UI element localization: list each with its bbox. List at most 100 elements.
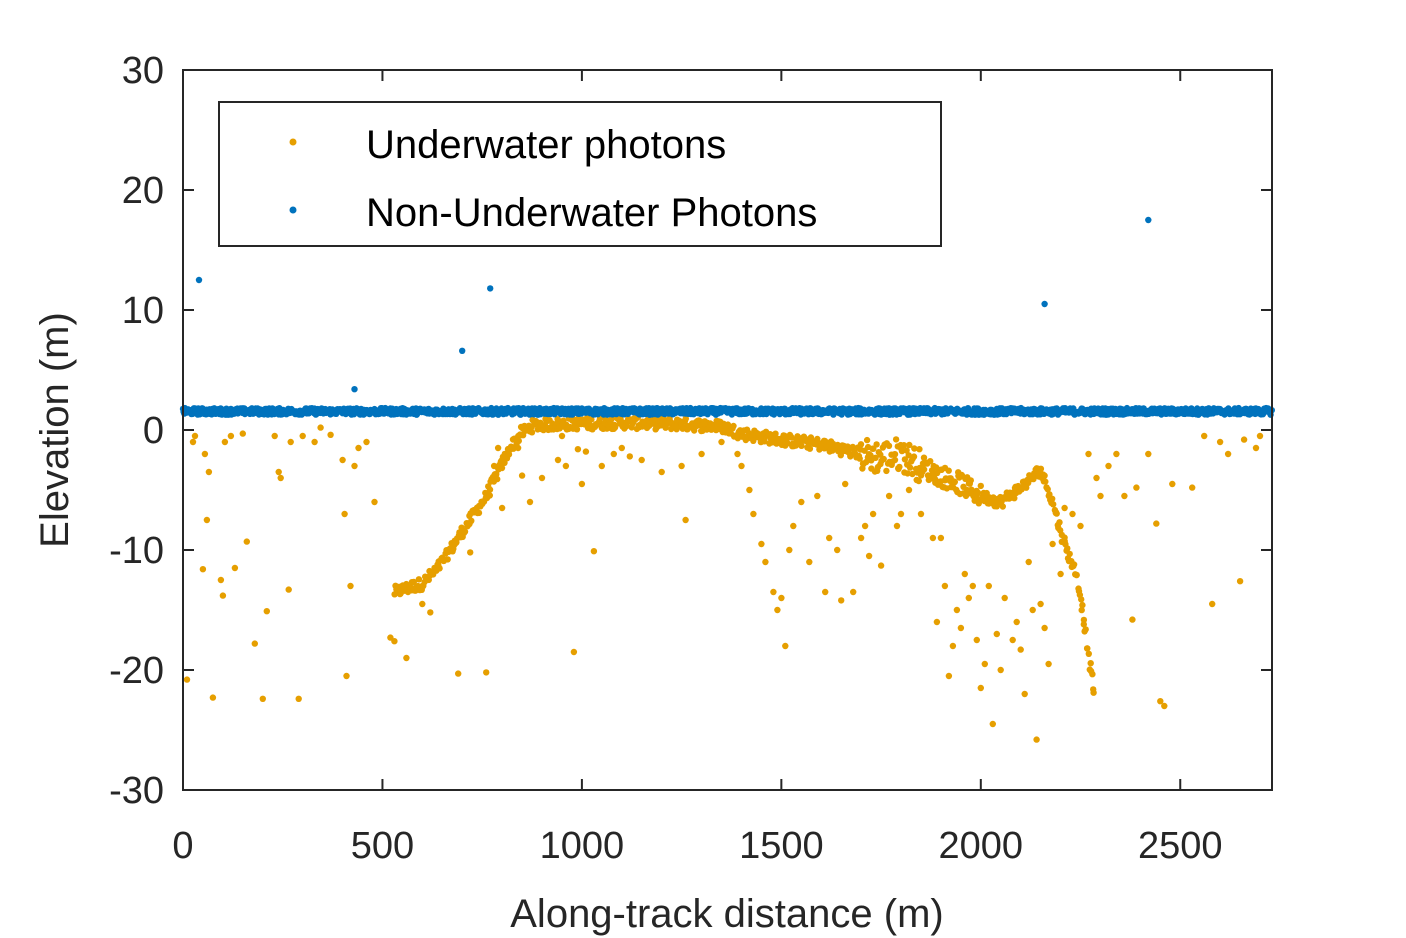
underwater-photon (419, 600, 426, 608)
underwater-photon (558, 432, 566, 440)
underwater-photon (299, 432, 306, 440)
underwater-photon (317, 424, 324, 431)
underwater-photon (784, 440, 791, 447)
underwater-photon (911, 445, 918, 452)
underwater-photon (1087, 660, 1094, 667)
underwater-photon (259, 695, 266, 702)
underwater-photon (239, 430, 246, 437)
y-tick-labels: -30 -20 -10 0 10 20 30 (109, 50, 164, 812)
underwater-photon (343, 672, 350, 680)
underwater-photon (917, 510, 925, 518)
underwater-photon (893, 522, 901, 530)
underwater-photon (1105, 462, 1112, 470)
underwater-photon (1037, 465, 1045, 472)
y-tick-label: 30 (122, 50, 164, 92)
underwater-photon (415, 576, 423, 583)
underwater-photon (1078, 606, 1085, 614)
underwater-photon (287, 438, 294, 446)
underwater-photon (973, 636, 980, 644)
x-tick-label: 1000 (540, 825, 625, 867)
underwater-photon (1057, 570, 1064, 578)
underwater-photon (486, 486, 494, 493)
underwater-photon (750, 510, 757, 518)
underwater-photon (1050, 501, 1057, 508)
underwater-photon (618, 444, 625, 452)
non-underwater-photon-layer (179, 216, 1276, 418)
underwater-photon (896, 463, 903, 471)
underwater-photon (916, 446, 923, 453)
underwater-photon (1189, 484, 1196, 491)
underwater-photon (498, 464, 506, 472)
underwater-photon (961, 570, 968, 578)
underwater-photon (1013, 618, 1020, 626)
underwater-photon (277, 474, 284, 482)
underwater-photon (1017, 646, 1024, 653)
underwater-photon (538, 474, 546, 482)
underwater-photon (263, 608, 270, 615)
underwater-photon (227, 432, 235, 440)
underwater-photon (953, 606, 961, 614)
underwater-photon (678, 462, 685, 470)
underwater-photon (455, 670, 462, 677)
underwater-photon (1084, 645, 1091, 652)
underwater-photon (981, 660, 988, 668)
underwater-photon (1070, 561, 1078, 568)
underwater-photon (900, 442, 908, 449)
underwater-photon (217, 576, 225, 584)
x-axis-label: Along-track distance (m) (510, 892, 943, 936)
underwater-photon (427, 609, 434, 616)
y-tick-label: 20 (122, 170, 164, 212)
underwater-photon (850, 588, 857, 596)
underwater-photon (892, 436, 900, 443)
underwater-photon (490, 462, 498, 470)
underwater-photon (734, 450, 741, 458)
underwater-photon (626, 453, 633, 460)
underwater-photon (275, 468, 282, 476)
legend-marker-underwater (289, 138, 297, 146)
underwater-photon (814, 492, 821, 500)
underwater-photon (774, 606, 781, 614)
underwater-photon (518, 472, 526, 479)
underwater-photon (209, 694, 217, 701)
underwater-photon (1209, 600, 1216, 608)
underwater-photon (758, 540, 765, 548)
underwater-photon (891, 451, 899, 458)
underwater-photon (891, 456, 899, 464)
underwater-photon (957, 624, 965, 632)
legend-marker-non-underwater (289, 206, 297, 214)
underwater-photon (1236, 578, 1244, 585)
underwater-photon (1022, 484, 1030, 491)
underwater-photon (1157, 698, 1164, 705)
underwater-photon (1113, 450, 1120, 458)
underwater-photon (436, 565, 443, 572)
underwater-photon (905, 486, 913, 494)
underwater-photon (834, 546, 841, 554)
underwater-photon (1029, 606, 1036, 614)
underwater-photon (863, 436, 871, 444)
underwater-photon (468, 517, 475, 524)
underwater-photon (985, 582, 992, 590)
underwater-photon (1056, 519, 1063, 526)
underwater-photon (883, 467, 890, 475)
underwater-photon (199, 566, 207, 573)
underwater-photon (191, 432, 199, 440)
underwater-photon (967, 477, 974, 484)
y-tick-label: 10 (122, 290, 164, 332)
underwater-photon (1085, 450, 1092, 458)
underwater-photon (945, 672, 953, 680)
underwater-photon (682, 516, 689, 524)
underwater-photon (1049, 495, 1056, 502)
underwater-photon (295, 695, 302, 702)
non-underwater-photon (1041, 300, 1048, 308)
underwater-photon (869, 510, 877, 518)
underwater-photon (1097, 492, 1104, 500)
non-underwater-photon (351, 386, 358, 393)
underwater-photon (444, 556, 451, 563)
underwater-photon (403, 654, 410, 662)
underwater-photon (1049, 540, 1056, 548)
underwater-photon (920, 466, 928, 473)
underwater-photon (1066, 550, 1073, 558)
underwater-photon (1090, 689, 1097, 696)
underwater-photon (806, 558, 813, 566)
